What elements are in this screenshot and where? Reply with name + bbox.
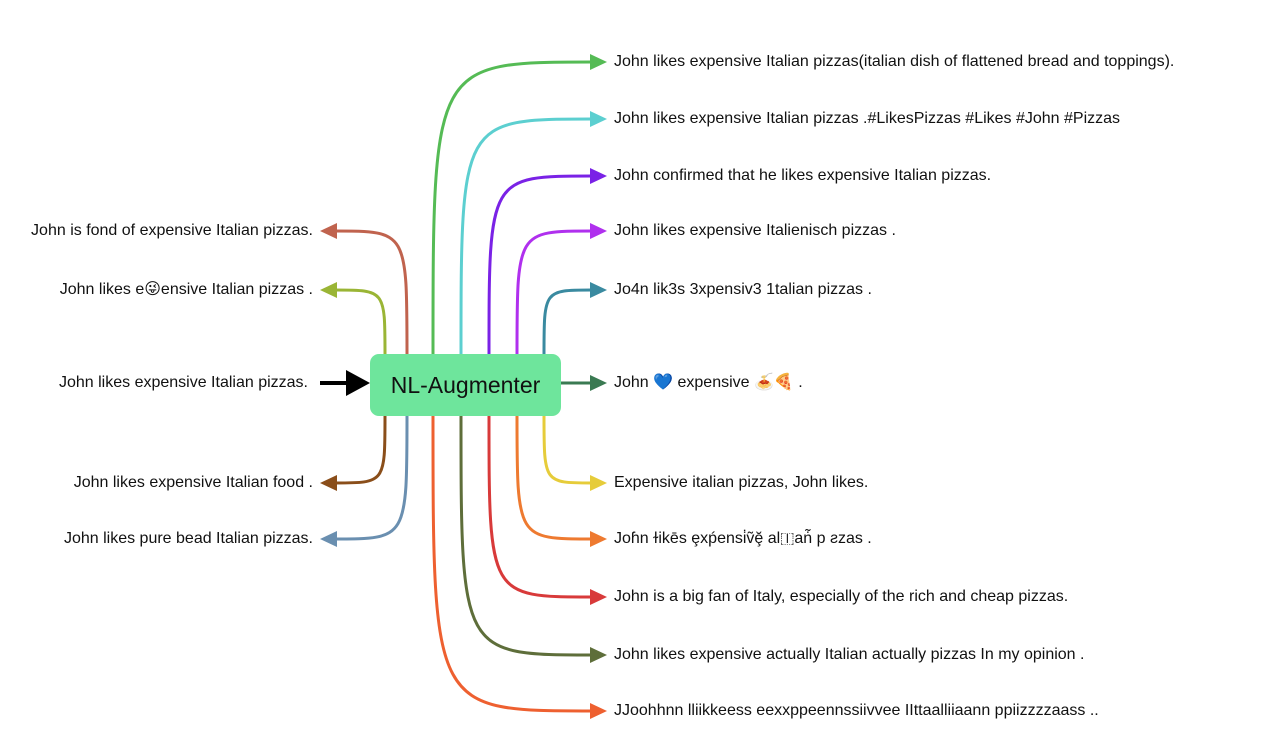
right-branch-connector <box>431 60 593 355</box>
right-output-label: John likes expensive Italian pizzas .#Li… <box>614 110 1121 127</box>
right-branch-arrowhead <box>590 168 607 184</box>
left-output-label: John likes pure bead Italian pizzas. <box>63 530 313 547</box>
left-output-label: John likes e😜ensive Italian pizzas . <box>59 281 313 298</box>
input-sentence-label: John likes expensive Italian pizzas. <box>58 374 308 391</box>
right-branch-connector <box>542 288 593 355</box>
left-branch-connector <box>334 288 387 355</box>
right-branch-arrowhead <box>590 111 607 127</box>
right-branch-connector <box>459 117 593 355</box>
right-output-label: Expensive italian pizzas, John likes. <box>614 474 869 491</box>
right-branch-connector <box>542 415 593 485</box>
right-output-label: JJoohhnn lliikkeess eexxppeennssiivvee I… <box>614 702 1099 719</box>
left-branch-connector <box>334 415 409 541</box>
left-branch-arrowhead <box>320 223 337 239</box>
right-output-label: John is a big fan of Italy, especially o… <box>614 588 1069 605</box>
right-branch-arrowhead <box>590 589 607 605</box>
left-output-label: John likes expensive Italian food . <box>73 474 313 491</box>
left-branch-connector <box>334 415 387 485</box>
right-branch-arrowhead <box>590 703 607 719</box>
right-output-label: John likes expensive Italienisch pizzas … <box>614 222 896 239</box>
left-branch-arrowhead <box>320 531 337 547</box>
right-branch-connector <box>515 415 593 541</box>
right-output-label: John likes expensive actually Italian ac… <box>614 646 1085 663</box>
right-branch-arrowhead <box>590 475 607 491</box>
right-branch-arrowhead <box>590 531 607 547</box>
right-branch-connector <box>431 415 593 713</box>
right-output-label: Joɦn ɫikēs ȩxṕensi̇ṽḝ al🇮aṅ̃ p ƨzas . <box>614 530 872 547</box>
right-branch-arrowhead <box>590 223 607 239</box>
right-branch-arrowhead <box>590 375 607 391</box>
left-branch-connector <box>334 229 409 355</box>
right-branch-arrowhead <box>590 54 607 70</box>
right-branch-connector <box>487 415 593 599</box>
right-branch-connector <box>515 229 593 355</box>
right-output-label: John confirmed that he likes expensive I… <box>614 167 992 184</box>
left-branch-arrowhead <box>320 475 337 491</box>
input-arrow-head <box>346 370 370 396</box>
right-branch-connector <box>487 174 593 355</box>
center-node-nl-augmenter: NL-Augmenter <box>370 354 561 416</box>
right-branch-arrowhead <box>590 647 607 663</box>
right-output-label: John 💙 expensive 🍝🍕 . <box>614 374 803 391</box>
right-output-label: John likes expensive Italian pizzas(ital… <box>614 53 1175 70</box>
left-output-label: John is fond of expensive Italian pizzas… <box>31 222 313 239</box>
left-branch-arrowhead <box>320 282 337 298</box>
right-branch-connector <box>459 415 593 657</box>
right-branch-arrowhead <box>590 282 607 298</box>
right-output-label: Jo4n lik3s 3xpensiv3 1talian pizzas . <box>614 281 872 298</box>
